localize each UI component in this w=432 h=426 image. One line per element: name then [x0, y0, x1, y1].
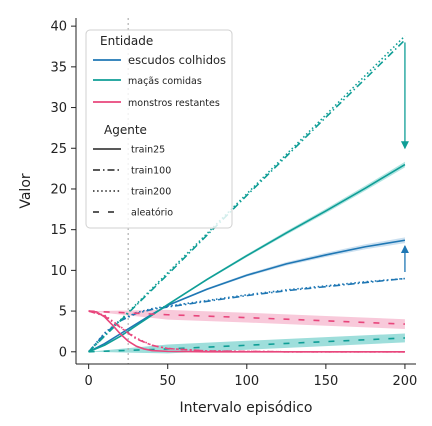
legend-agent-label: train25 [131, 145, 165, 156]
y-tick-label: 35 [50, 60, 67, 75]
arrow-head-1 [400, 244, 409, 253]
series-line-macas-4 [88, 39, 406, 353]
y-axis-title: Valor [18, 173, 34, 209]
y-tick-label: 5 [59, 305, 67, 320]
y-tick-label: 10 [50, 264, 67, 279]
legend: Entidade escudos colhidos maçãs comidas mon… [85, 29, 233, 229]
legend-entity-label: escudos colhidos [128, 53, 226, 67]
legend-agent-label: aleatório [131, 208, 173, 219]
legend-agent-title: Agente [104, 123, 147, 137]
series-line-macas-3 [88, 163, 406, 353]
y-tick-label: 0 [59, 345, 67, 360]
y-tick-label: 30 [50, 101, 67, 116]
series-line-monstros-9 [88, 310, 405, 353]
axes: 0 5 10 15 20 25 30 35 40 0 50 100 150 200 Intervalo ep… [18, 18, 417, 416]
series-lines [88, 35, 406, 353]
legend-agent-label: train100 [131, 166, 171, 177]
legend-box [85, 29, 233, 229]
x-tick-label: 50 [159, 374, 176, 389]
x-tick-label: 200 [393, 374, 418, 389]
x-tick-label: 150 [313, 374, 338, 389]
x-tick-label: 100 [234, 374, 259, 389]
legend-entity-title: Entidade [100, 34, 153, 48]
annotation-arrows [400, 42, 409, 273]
arrow-head-0 [400, 141, 409, 150]
y-tick-label: 40 [50, 20, 67, 35]
y-tick-label: 25 [50, 142, 67, 157]
series-line-escudos-0 [88, 239, 406, 353]
legend-entity-label: maçãs comidas [128, 76, 202, 87]
legend-entity-label: monstros restantes [128, 98, 220, 109]
legend-agent-label: train200 [131, 187, 171, 198]
series-line-macas-5 [88, 35, 406, 353]
x-axis-title: Intervalo episódico [180, 400, 313, 416]
x-tick-label: 0 [85, 374, 93, 389]
y-tick-label: 15 [50, 223, 67, 238]
y-tick-label: 20 [50, 182, 67, 197]
